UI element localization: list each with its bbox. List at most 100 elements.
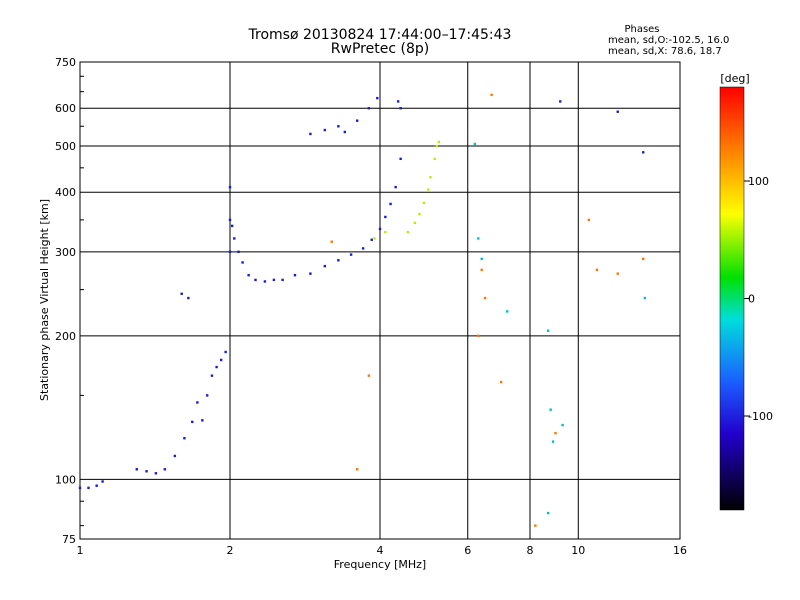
data-point bbox=[173, 454, 177, 458]
data-point bbox=[534, 524, 537, 527]
data-point bbox=[219, 358, 223, 362]
data-point bbox=[373, 237, 376, 240]
x-axis-label: Frequency [MHz] bbox=[334, 558, 426, 571]
data-point bbox=[145, 470, 148, 473]
data-point bbox=[101, 480, 104, 483]
data-point bbox=[477, 237, 480, 240]
data-point bbox=[399, 157, 402, 161]
data-point bbox=[389, 202, 392, 206]
data-point bbox=[616, 272, 619, 275]
data-point bbox=[616, 110, 619, 113]
data-point bbox=[413, 221, 417, 225]
data-point bbox=[427, 188, 430, 191]
data-point bbox=[396, 100, 400, 103]
data-point bbox=[201, 419, 204, 422]
data-point bbox=[272, 278, 276, 282]
data-point bbox=[422, 201, 426, 205]
data-point bbox=[293, 273, 297, 277]
data-point bbox=[429, 176, 432, 179]
data-point bbox=[224, 350, 227, 354]
data-point bbox=[384, 215, 387, 219]
colorbar: [deg] 100 0 -100 bbox=[719, 72, 773, 511]
y-tick-label: 200 bbox=[55, 330, 76, 343]
data-point bbox=[367, 374, 371, 377]
data-point bbox=[349, 253, 353, 256]
data-point bbox=[154, 472, 158, 475]
data-point bbox=[505, 310, 509, 313]
x-tick-label: 16 bbox=[673, 544, 687, 557]
data-point bbox=[549, 408, 552, 411]
x-tick-label: 4 bbox=[377, 544, 384, 557]
data-point bbox=[437, 140, 441, 144]
data-point bbox=[480, 268, 483, 272]
data-point bbox=[477, 334, 480, 338]
colorbar-tick-label: 100 bbox=[748, 175, 769, 188]
x-tick-label: 2 bbox=[227, 544, 234, 557]
data-point bbox=[355, 468, 359, 471]
data-point bbox=[330, 240, 333, 243]
data-point bbox=[433, 157, 436, 161]
data-point bbox=[228, 185, 232, 189]
colorbar-gradient bbox=[719, 86, 745, 511]
data-point bbox=[378, 227, 382, 231]
chart-title: Tromsø 20130824 17:44:00–17:45:43 bbox=[248, 27, 512, 43]
data-point bbox=[228, 250, 232, 254]
data-point bbox=[376, 96, 379, 100]
data-point bbox=[384, 230, 387, 234]
data-point bbox=[546, 511, 550, 515]
y-tick-label: 300 bbox=[55, 246, 76, 259]
data-point bbox=[642, 151, 645, 154]
data-point bbox=[367, 107, 371, 110]
data-point bbox=[551, 440, 555, 443]
colorbar-label: [deg] bbox=[720, 72, 749, 85]
data-point bbox=[561, 423, 564, 427]
data-point bbox=[309, 132, 312, 136]
y-tick-label: 75 bbox=[62, 533, 76, 546]
data-point bbox=[281, 278, 284, 282]
data-point bbox=[490, 93, 493, 97]
data-point bbox=[263, 280, 267, 283]
x-tick-label: 1 bbox=[77, 544, 84, 557]
data-point bbox=[337, 259, 340, 262]
data-point bbox=[180, 292, 183, 295]
plot-area: 75 100 200 300 400 500 600 750 1 2 4 6 8 10 16 bbox=[55, 56, 687, 557]
stats-x-mode: mean, sd,X: 78.6, 18.7 bbox=[608, 46, 722, 57]
data-point bbox=[595, 268, 599, 272]
data-point bbox=[435, 144, 438, 148]
data-point bbox=[215, 365, 218, 369]
y-tick-label: 600 bbox=[55, 102, 76, 115]
x-axis-ticks: 1 2 4 6 8 10 16 bbox=[77, 544, 688, 557]
x-tick-label: 6 bbox=[464, 544, 471, 557]
data-point bbox=[183, 437, 186, 440]
data-point bbox=[546, 329, 550, 332]
data-point bbox=[210, 374, 214, 377]
data-point bbox=[191, 420, 194, 424]
data-point bbox=[559, 100, 562, 103]
data-point bbox=[163, 468, 167, 471]
data-point bbox=[95, 484, 98, 487]
data-point bbox=[587, 218, 591, 222]
data-point bbox=[228, 218, 232, 222]
data-point bbox=[361, 247, 365, 250]
data-point bbox=[406, 230, 410, 234]
data-point bbox=[499, 380, 503, 384]
chart-subtitle: RwPretec (8p) bbox=[331, 41, 429, 57]
grid-lines bbox=[80, 62, 680, 539]
data-point bbox=[241, 261, 244, 264]
data-point bbox=[247, 273, 250, 277]
data-point bbox=[480, 257, 483, 261]
data-point bbox=[87, 486, 90, 490]
y-tick-label: 400 bbox=[55, 186, 76, 199]
data-point bbox=[643, 296, 647, 300]
data-point bbox=[337, 125, 340, 128]
y-axis-ticks: 75 100 200 300 400 500 600 750 bbox=[55, 56, 84, 546]
y-axis-label: Stationary phase Virtual Height [km] bbox=[38, 199, 51, 401]
data-point bbox=[394, 185, 397, 189]
colorbar-tick-label: 0 bbox=[748, 293, 755, 306]
data-point bbox=[418, 212, 421, 216]
data-point bbox=[642, 257, 645, 261]
x-tick-label: 8 bbox=[527, 544, 534, 557]
colorbar-ticks: 100 0 -100 bbox=[744, 175, 773, 423]
phases-header: Phases bbox=[624, 24, 659, 35]
